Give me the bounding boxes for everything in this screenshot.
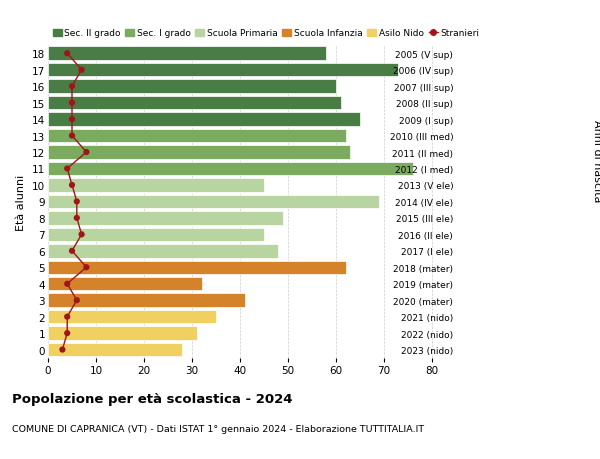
- Point: [62, 330, 72, 337]
- Point: [72, 215, 82, 222]
- Point: [67, 116, 77, 123]
- Point: [67, 182, 77, 189]
- Point: [82, 264, 91, 271]
- Y-axis label: Età alunni: Età alunni: [16, 174, 26, 230]
- Bar: [48, 261, 346, 274]
- Bar: [48, 212, 283, 225]
- Point: [62, 280, 72, 288]
- Bar: [48, 64, 398, 77]
- Bar: [48, 113, 360, 127]
- Bar: [48, 146, 350, 159]
- Bar: [48, 47, 326, 61]
- Bar: [48, 195, 379, 209]
- Bar: [48, 294, 245, 307]
- Point: [67, 100, 77, 107]
- Bar: [48, 97, 341, 110]
- Point: [67, 247, 77, 255]
- Point: [62, 165, 72, 173]
- Bar: [48, 343, 182, 357]
- Point: [58, 346, 67, 353]
- Bar: [48, 327, 197, 340]
- Text: COMUNE DI CAPRANICA (VT) - Dati ISTAT 1° gennaio 2024 - Elaborazione TUTTITALIA.: COMUNE DI CAPRANICA (VT) - Dati ISTAT 1°…: [12, 425, 424, 434]
- Bar: [48, 245, 278, 258]
- Bar: [48, 179, 264, 192]
- Point: [67, 133, 77, 140]
- Bar: [48, 228, 264, 241]
- Point: [72, 198, 82, 206]
- Bar: [48, 310, 216, 324]
- Bar: [48, 277, 202, 291]
- Text: Popolazione per età scolastica - 2024: Popolazione per età scolastica - 2024: [12, 392, 293, 405]
- Point: [82, 149, 91, 157]
- Bar: [48, 80, 336, 94]
- Legend: Sec. II grado, Sec. I grado, Scuola Primaria, Scuola Infanzia, Asilo Nido, Stran: Sec. II grado, Sec. I grado, Scuola Prim…: [53, 29, 479, 38]
- Text: Anni di nascita: Anni di nascita: [592, 120, 600, 202]
- Point: [67, 83, 77, 90]
- Point: [77, 67, 86, 74]
- Bar: [48, 129, 346, 143]
- Point: [62, 50, 72, 58]
- Point: [72, 297, 82, 304]
- Point: [62, 313, 72, 321]
- Point: [77, 231, 86, 239]
- Bar: [48, 162, 413, 176]
